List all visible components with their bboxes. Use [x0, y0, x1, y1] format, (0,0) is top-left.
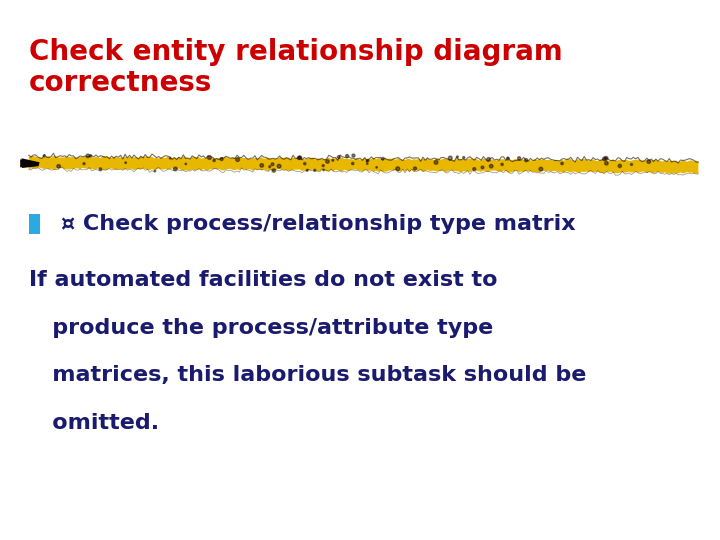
Point: [170, 165, 181, 173]
Point: [267, 160, 279, 168]
Point: [485, 162, 497, 171]
Point: [180, 160, 192, 168]
Text: ¤ Check process/relationship type matrix: ¤ Check process/relationship type matrix: [61, 214, 576, 234]
Point: [513, 154, 525, 163]
Point: [256, 161, 268, 170]
Point: [557, 159, 568, 168]
Point: [347, 159, 359, 168]
Point: [451, 152, 463, 161]
Point: [643, 157, 654, 166]
Point: [377, 154, 389, 163]
Point: [535, 165, 546, 173]
Point: [53, 162, 64, 171]
Point: [496, 160, 508, 168]
Point: [268, 166, 279, 175]
Point: [164, 154, 176, 163]
Point: [149, 167, 161, 176]
Point: [600, 154, 612, 163]
Bar: [29, 214, 40, 234]
Polygon shape: [29, 156, 698, 174]
Point: [361, 157, 373, 166]
Point: [341, 152, 353, 160]
Point: [327, 156, 338, 165]
Point: [318, 161, 329, 170]
Point: [483, 155, 495, 164]
Point: [409, 164, 420, 173]
Point: [264, 163, 276, 171]
Point: [444, 154, 456, 163]
Point: [361, 159, 373, 168]
Point: [362, 156, 374, 165]
Polygon shape: [20, 159, 37, 167]
Point: [299, 159, 310, 168]
Text: If automated facilities do not exist to: If automated facilities do not exist to: [29, 270, 498, 290]
Point: [392, 165, 403, 173]
Text: matrices, this laborious subtask should be: matrices, this laborious subtask should …: [29, 365, 586, 385]
Point: [600, 159, 612, 167]
Point: [274, 162, 285, 171]
Point: [85, 151, 96, 160]
Point: [502, 154, 513, 163]
Point: [348, 151, 359, 160]
Point: [294, 153, 306, 162]
Point: [322, 157, 333, 166]
Point: [614, 161, 626, 170]
Point: [94, 165, 106, 173]
Point: [458, 153, 469, 162]
Point: [204, 153, 215, 162]
Point: [302, 166, 313, 174]
Point: [333, 153, 345, 161]
Point: [309, 166, 320, 174]
Point: [120, 158, 132, 167]
Point: [521, 156, 532, 165]
Point: [208, 156, 220, 165]
Point: [477, 163, 488, 172]
Point: [599, 154, 611, 163]
Point: [626, 160, 637, 169]
Point: [469, 165, 480, 173]
Point: [318, 166, 329, 174]
Point: [216, 155, 228, 164]
Point: [431, 158, 442, 167]
Point: [82, 152, 94, 160]
Text: Check entity relationship diagram
correctness: Check entity relationship diagram correc…: [29, 38, 562, 97]
Point: [38, 152, 50, 160]
Point: [293, 153, 305, 162]
Point: [232, 155, 243, 164]
Point: [78, 159, 90, 168]
Text: produce the process/attribute type: produce the process/attribute type: [29, 318, 493, 338]
Text: omitted.: omitted.: [29, 413, 159, 433]
Point: [371, 163, 382, 172]
